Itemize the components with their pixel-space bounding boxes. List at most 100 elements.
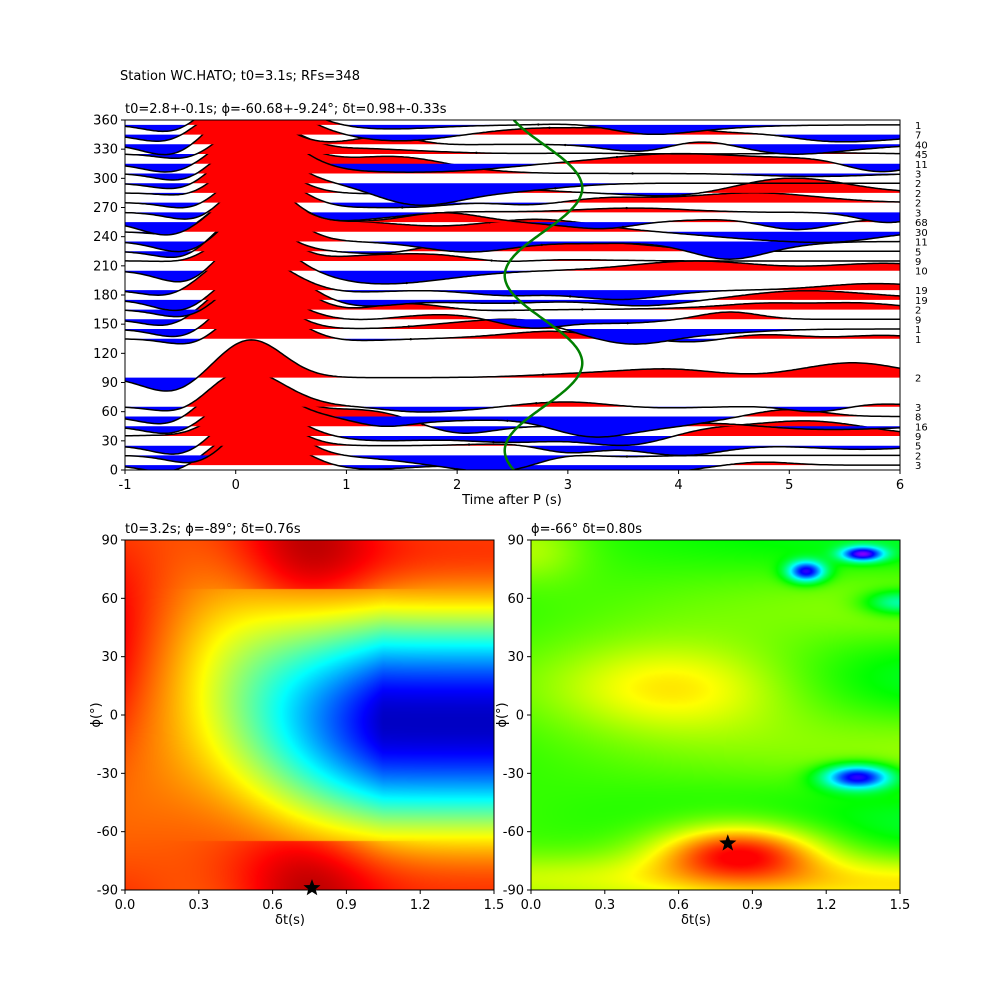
trace-pick-dot [625, 206, 628, 210]
trace-stack [125, 120, 900, 479]
x-tick-label: 4 [674, 478, 682, 493]
x-tick-label: -1 [119, 478, 132, 493]
y-tick-label: 60 [101, 405, 118, 420]
y-tick-label: 90 [101, 534, 118, 549]
y-tick-label: -60 [97, 825, 118, 840]
trace-pick-dot [467, 443, 471, 446]
trace-count-label: 11 [915, 160, 928, 171]
trace-pick-dot [490, 259, 493, 262]
trace-count-label: 1 [915, 121, 921, 132]
trace-count-label: 30 [915, 228, 928, 239]
trace-pick-dot [564, 143, 567, 147]
x-tick-label: 1.5 [890, 898, 911, 913]
left-y-axis-title: ϕ(°) [89, 702, 104, 727]
best-fit-star-icon [303, 879, 321, 896]
trace-x-ticks: -1 0 1 2 3 4 5 6 [119, 470, 904, 493]
trace-pick-dot [535, 402, 538, 405]
trace-negative-fill [125, 144, 900, 155]
x-tick-label: 0.0 [115, 898, 136, 913]
trace-count-label: 8 [915, 413, 921, 424]
delay-curve-line [503, 120, 584, 470]
x-tick-label: 2 [453, 478, 461, 493]
trace-pick-dot [631, 172, 634, 175]
trace-count-label: 10 [915, 267, 928, 278]
trace-pick-dot [568, 295, 572, 298]
y-tick-label: -60 [503, 825, 524, 840]
trace-count-label: 9 [915, 315, 921, 326]
trace-positive-fill [125, 271, 900, 310]
trace-negative-fill [125, 455, 900, 470]
trace-negative-fill [125, 319, 900, 329]
trace-negative-fill [125, 183, 900, 206]
trace-negative-fill [125, 241, 900, 260]
y-tick-label: 30 [507, 650, 524, 665]
x-tick-label: 6 [896, 478, 904, 493]
trace-negative-fill [125, 212, 900, 223]
trace-negative-fill [125, 163, 900, 173]
left-best-star [303, 879, 321, 896]
trace-positive-fill [125, 135, 900, 174]
trace-line [125, 120, 900, 156]
left-panel-title: t0=3.2s; ϕ=-89°; δt=0.76s [125, 522, 301, 537]
left-x-ticks: 0.0 0.3 0.6 0.9 1.2 1.5 [115, 890, 504, 913]
trace-line [125, 120, 900, 136]
trace-pick-dot [625, 455, 629, 458]
x-tick-label: 0 [232, 478, 240, 493]
trace-x-axis-title: Time after P (s) [461, 493, 562, 508]
trace-pick-dot [405, 281, 408, 285]
trace-count-label: 1 [915, 325, 921, 336]
trace-pick-dot [621, 225, 625, 229]
y-tick-label: 0 [516, 709, 524, 724]
trace-negative-fill [125, 435, 900, 446]
trace-count-label: 5 [915, 247, 921, 258]
trace-95 [125, 339, 900, 392]
x-tick-label: 0.3 [188, 898, 209, 913]
trace-count-label: 3 [915, 169, 921, 180]
trace-positive-fill [125, 193, 900, 232]
y-tick-label: 60 [101, 592, 118, 607]
trace-negative-fill [125, 338, 900, 344]
right-heatmap [531, 540, 900, 890]
trace-pick-dot [640, 477, 642, 479]
trace-positive-fill [125, 370, 900, 407]
trace-negative-fill [125, 231, 900, 243]
right-best-star [719, 834, 737, 851]
x-tick-label: 3 [564, 478, 572, 493]
y-tick-label: 120 [93, 347, 118, 362]
y-tick-label: 60 [507, 592, 524, 607]
grid-search-left-panel: t0=3.2s; ϕ=-89°; δt=0.76s -90 -60 -30 0 30 60… [89, 522, 504, 928]
trace-pick-dot [506, 419, 509, 422]
y-tick-label: 300 [93, 172, 118, 187]
trace-pick-dot [615, 155, 619, 159]
x-tick-label: 1 [342, 478, 350, 493]
trace-negative-fill [125, 329, 900, 345]
x-tick-label: 0.6 [668, 898, 689, 913]
delay-curve [503, 120, 584, 470]
trace-count-label: 19 [915, 286, 928, 297]
trace-count-label: 2 [915, 306, 921, 317]
x-tick-label: 1.2 [410, 898, 431, 913]
y-tick-label: 0 [110, 464, 118, 479]
trace-positive-fill [125, 120, 900, 155]
trace-count-label: 3 [915, 208, 921, 219]
trace-count-label: 2 [915, 451, 921, 462]
trace-count-label: 11 [915, 238, 928, 249]
x-tick-label: 0.9 [336, 898, 357, 913]
trace-count-label: 40 [915, 140, 928, 151]
trace-count-label: 9 [915, 257, 921, 268]
y-tick-label: -30 [503, 767, 524, 782]
right-panel-title: ϕ=-66° δt=0.80s [531, 522, 642, 537]
right-y-axis-title: ϕ(°) [495, 702, 510, 727]
y-tick-label: 330 [93, 143, 118, 158]
trace-count-label: 2 [915, 374, 921, 385]
x-tick-label: 5 [785, 478, 793, 493]
trace-positive-fill [125, 120, 900, 125]
trace-355 [125, 120, 900, 136]
trace-count-label: 45 [915, 150, 928, 161]
trace-pick-dot [409, 337, 412, 341]
trace-pick-dot [537, 123, 540, 126]
trace-pick-dot [492, 440, 495, 444]
